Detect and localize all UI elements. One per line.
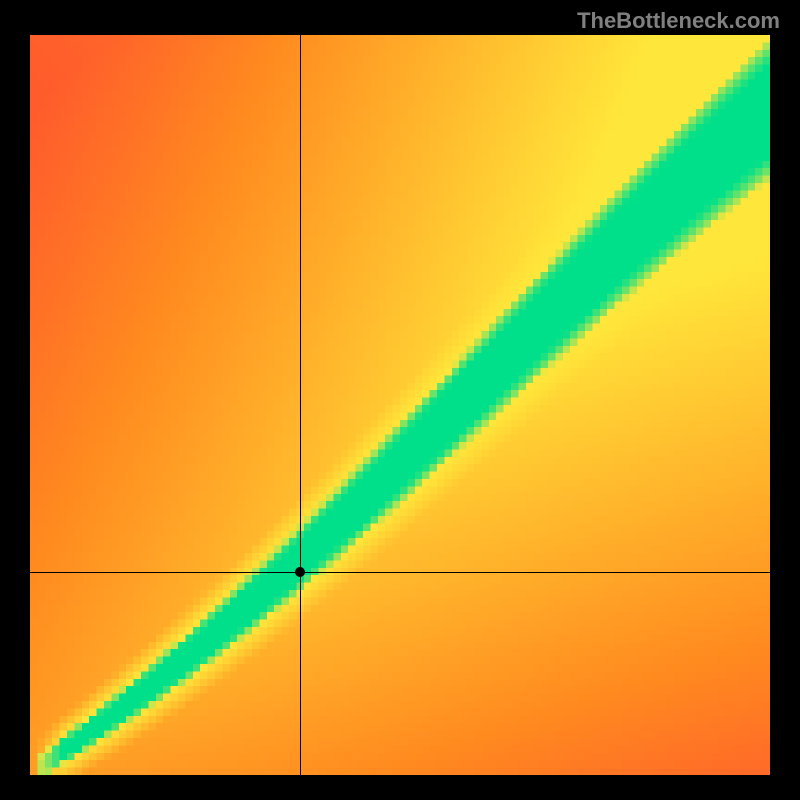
crosshair-marker: [295, 567, 305, 577]
watermark-text: TheBottleneck.com: [577, 8, 780, 34]
heatmap-canvas: [30, 35, 770, 775]
heatmap-plot-area: [30, 35, 770, 775]
crosshair-horizontal: [30, 572, 770, 573]
crosshair-vertical: [300, 35, 301, 775]
